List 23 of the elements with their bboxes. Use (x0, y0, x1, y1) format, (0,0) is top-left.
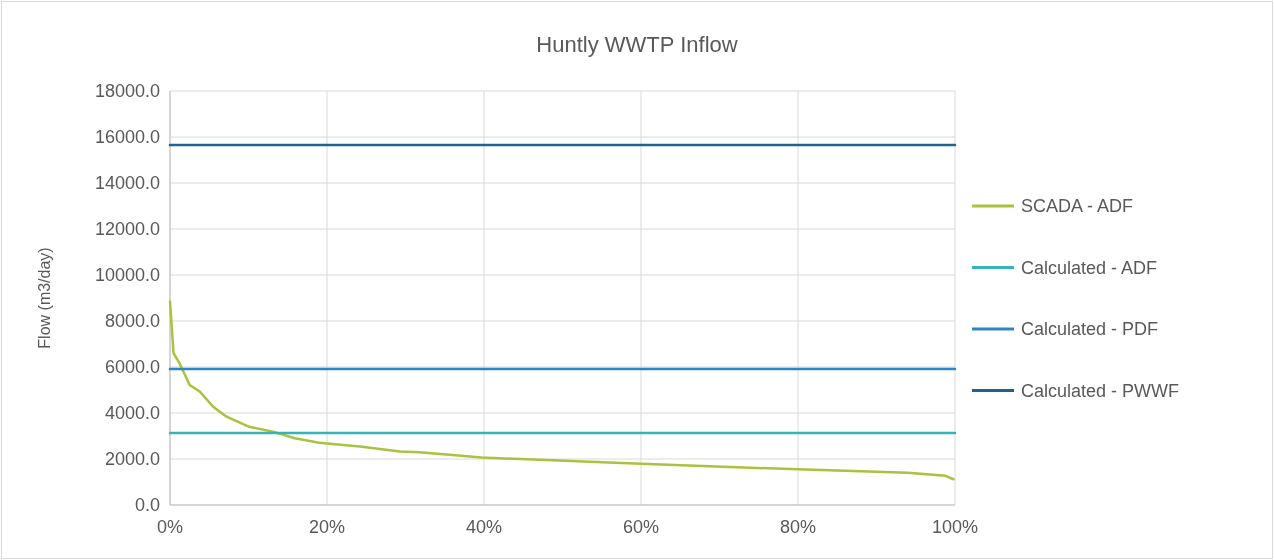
y-tick-label: 18000.0 (94, 81, 160, 102)
line-series (168, 300, 955, 481)
y-tick-label: 2000.0 (104, 449, 160, 470)
y-tick-label: 8000.0 (104, 311, 160, 332)
y-tick-label: 12000.0 (94, 219, 160, 240)
y-tick-label: 14000.0 (94, 173, 160, 194)
y-tick-label: 4000.0 (104, 403, 160, 424)
x-tick-label: 80% (779, 517, 817, 537)
y-tick-label: 16000.0 (94, 127, 160, 148)
legend-label: Calculated - PDF (1021, 319, 1159, 340)
x-tick-label: 20% (308, 517, 346, 537)
y-tick-label: 0.0 (134, 495, 160, 516)
legend-label: Calculated - PWWF (1021, 380, 1180, 401)
x-tick-label: 0% (156, 517, 184, 537)
y-tick-label: 6000.0 (104, 357, 160, 378)
legend-label: SCADA - ADF (1021, 196, 1134, 217)
x-tick-label: 40% (465, 517, 503, 537)
legend-label: Calculated - ADF (1021, 257, 1158, 278)
y-axis-title: Flow (m3/day) (36, 247, 53, 349)
chart-title: Huntly WWTP Inflow (536, 32, 738, 57)
y-tick-label: 10000.0 (94, 265, 160, 286)
x-tick-label: 60% (622, 517, 660, 537)
x-tick-label: 100% (931, 517, 979, 537)
